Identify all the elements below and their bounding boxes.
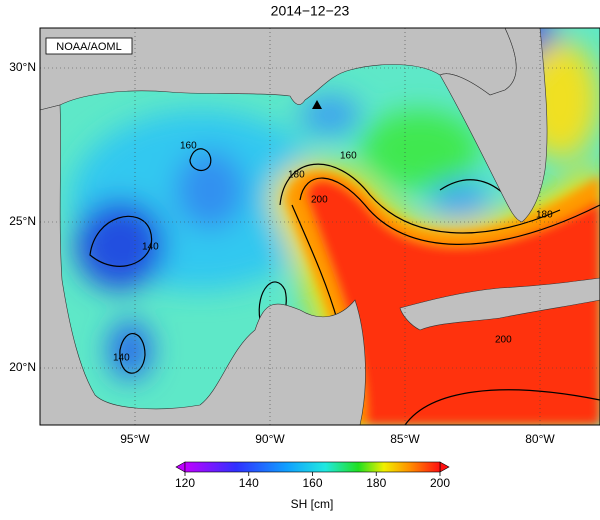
colorbar-tick-label: 160 (302, 476, 322, 490)
lat-label: 30°N (9, 60, 36, 74)
lon-label: 85°W (390, 432, 420, 446)
map: 160 160 140 140 180 200 200 180 NOAA/AOM… (40, 28, 600, 425)
contour-label: 140 (142, 242, 159, 253)
lon-label: 90°W (255, 432, 285, 446)
frame (39, 27, 600, 426)
title: 2014−12−23 (271, 3, 350, 19)
contour-labels: 160 160 140 140 180 200 200 180 (113, 141, 553, 364)
lon-label: 95°W (120, 432, 150, 446)
contour-label: 180 (288, 170, 305, 181)
colorbar-tick-label: 180 (366, 476, 386, 490)
land (40, 28, 600, 425)
contour-label: 200 (311, 195, 328, 206)
contour-label: 180 (536, 210, 553, 221)
contour-label: 160 (340, 151, 357, 162)
graticule (40, 28, 600, 425)
source-box (45, 37, 133, 55)
station-marker (312, 100, 322, 109)
colorbar-label: SH [cm] (291, 497, 334, 511)
lon-label: 80°W (525, 432, 555, 446)
colorbar-tick-label: 200 (430, 476, 450, 490)
colorbar-arrow (439, 461, 450, 473)
colorbar-tick-label: 120 (175, 476, 195, 490)
colorbar-tick-label: 140 (239, 476, 259, 490)
colorbar-arrow (175, 461, 186, 473)
contour-label: 160 (180, 141, 197, 152)
contour-label: 200 (495, 335, 512, 346)
source: NOAA/AOML (56, 41, 121, 53)
lat-label: 20°N (9, 360, 36, 374)
colorbar (184, 461, 441, 473)
contours (89, 148, 600, 425)
contour-label: 140 (113, 353, 130, 364)
lat-label: 25°N (9, 214, 36, 228)
